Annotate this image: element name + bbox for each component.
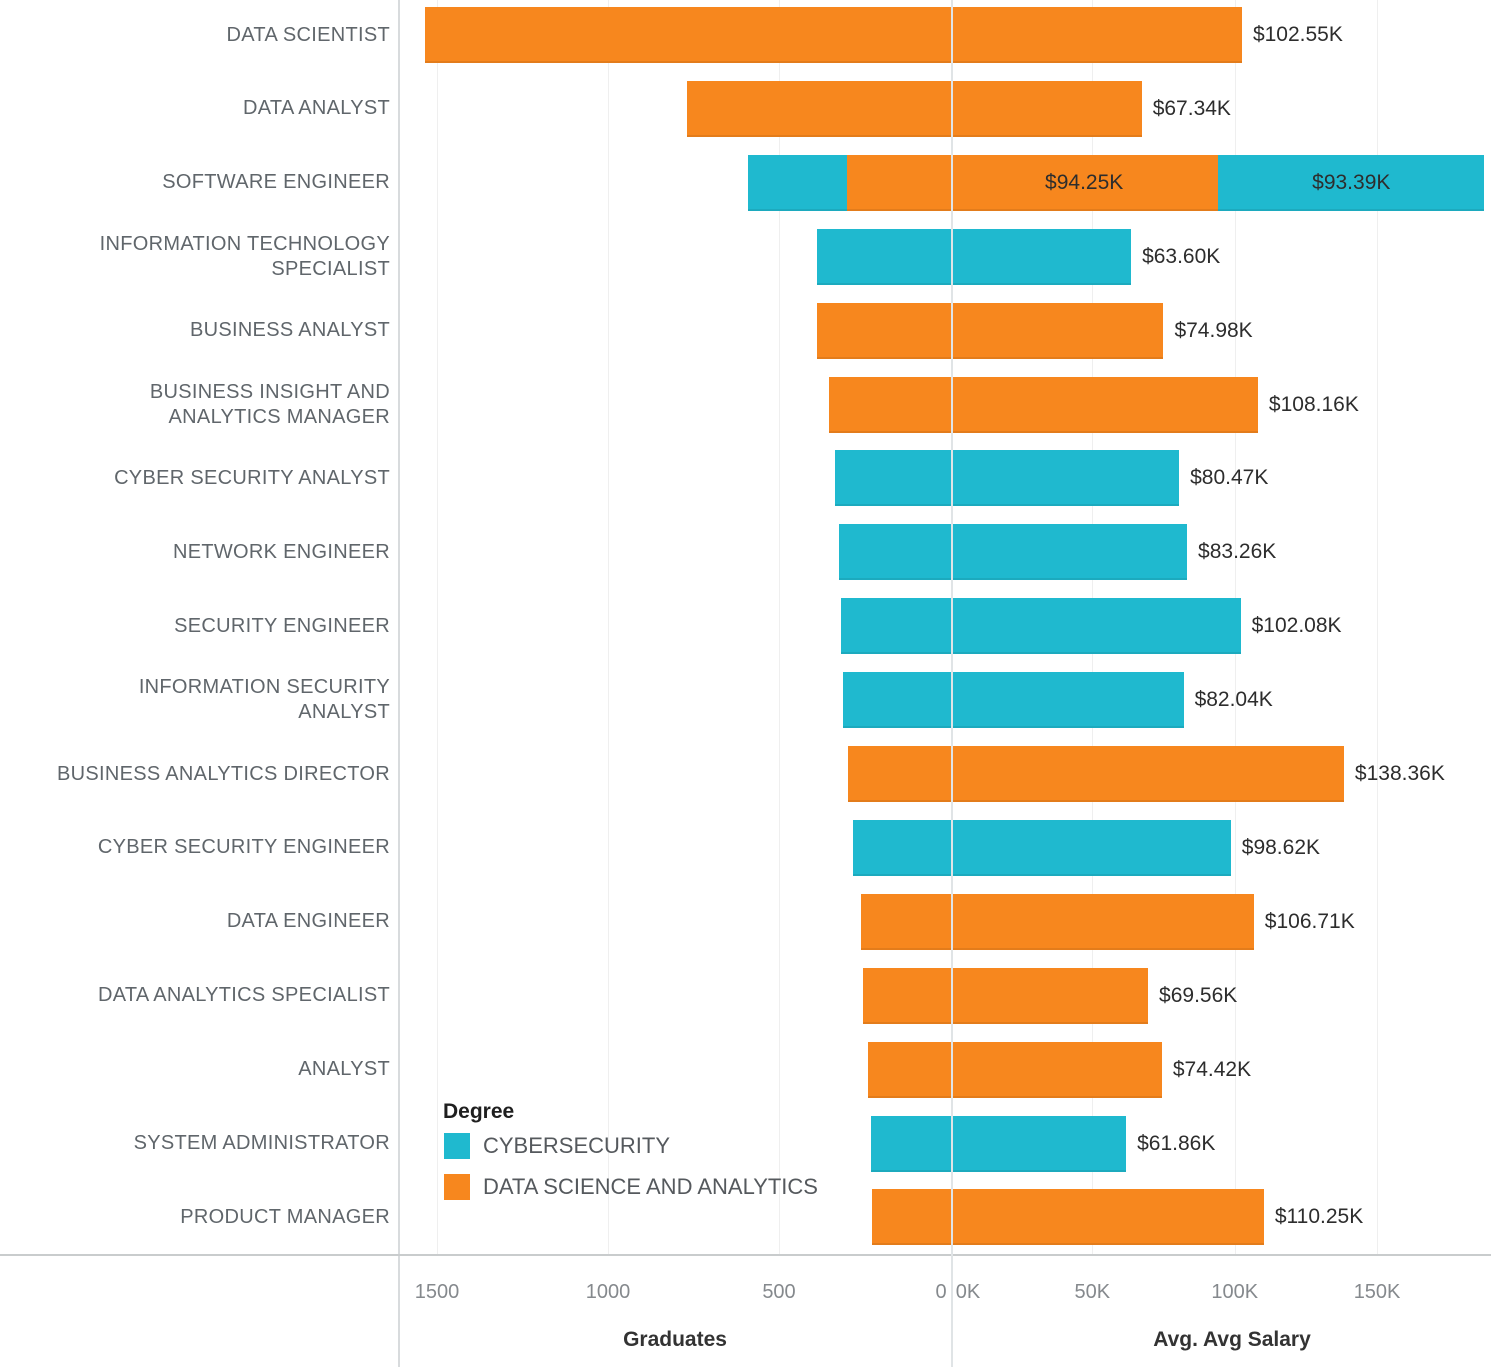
salary-bar-segment[interactable]: [950, 154, 1219, 211]
category-label: BUSINESS ANALYST: [189, 319, 390, 342]
category-label: INFORMATION SECURITY ANALYST: [138, 676, 390, 724]
left-axis-ruler: [398, 0, 400, 1367]
salary-bar-segment[interactable]: [950, 228, 1132, 285]
legend-entry-cybersecurity[interactable]: CYBERSECURITY: [441, 1133, 818, 1159]
category-label: DATA SCIENTIST: [226, 23, 390, 46]
graduates-bar-segment[interactable]: [686, 80, 950, 137]
legend-title: Degree: [443, 1100, 515, 1123]
salary-bar-segment[interactable]: [950, 1041, 1162, 1098]
salary-bar-segment[interactable]: [950, 1115, 1127, 1172]
axis-tick-label: 50K: [1074, 1281, 1111, 1303]
category-label: SECURITY ENGINEER: [174, 614, 390, 637]
legend-entry-data-science-and-analytics[interactable]: DATA SCIENCE AND ANALYTICS: [441, 1174, 818, 1200]
gridline: [437, 0, 438, 1254]
graduates-bar-segment[interactable]: [870, 1115, 950, 1172]
salary-bar-segment[interactable]: [950, 598, 1241, 655]
gridline: [608, 0, 609, 1254]
salary-bar-segment[interactable]: [950, 672, 1184, 729]
right-axis-title: Avg. Avg Salary: [1153, 1328, 1311, 1351]
salary-value-label: $61.86K: [1137, 1131, 1216, 1155]
graduates-bar-segment[interactable]: [816, 302, 950, 359]
bottom-axis-line: [0, 1254, 1491, 1256]
axis-tick-label: 1500: [414, 1281, 460, 1303]
salary-value-label: $80.47K: [1190, 466, 1269, 490]
salary-value-label: $102.08K: [1251, 614, 1342, 638]
salary-value-label: $106.71K: [1264, 909, 1355, 933]
axis-tick-label: 500: [762, 1281, 796, 1303]
graduates-bar-segment[interactable]: [816, 228, 950, 285]
graduates-bar-segment[interactable]: [840, 598, 950, 655]
salary-bar-segment[interactable]: [950, 967, 1149, 1024]
category-label: SOFTWARE ENGINEER: [162, 171, 390, 194]
axis-tick-label: 0K: [955, 1281, 981, 1303]
graduates-bar-segment[interactable]: [842, 672, 950, 729]
left-axis-title: Graduates: [623, 1328, 727, 1351]
center-axis-ruler: [951, 0, 953, 1367]
category-label: BUSINESS ANALYTICS DIRECTOR: [57, 762, 390, 785]
salary-bar-segment[interactable]: [950, 7, 1242, 63]
salary-value-label: $102.55K: [1252, 23, 1343, 46]
graduates-bar-segment[interactable]: [425, 7, 950, 63]
graduates-bar-segment[interactable]: [872, 1189, 950, 1246]
category-label: DATA ANALYTICS SPECIALIST: [97, 984, 390, 1007]
axis-tick-label: 100K: [1211, 1281, 1259, 1303]
salary-value-label: $108.16K: [1268, 392, 1359, 416]
salary-value-label: $110.25K: [1274, 1205, 1364, 1229]
category-label: BUSINESS INSIGHT AND ANALYTICS MANAGER: [149, 380, 390, 428]
category-label: ANALYST: [298, 1058, 390, 1081]
salary-bar-segment[interactable]: [950, 893, 1254, 950]
cybersecurity-color-swatch: [444, 1133, 470, 1159]
legend-entry-label: CYBERSECURITY: [483, 1133, 671, 1158]
salary-bar-segment[interactable]: [950, 1189, 1264, 1246]
gridline: [779, 0, 780, 1254]
salary-value-label: $74.42K: [1172, 1057, 1252, 1081]
salary-value-label: $82.04K: [1194, 688, 1273, 712]
salary-bar-segment[interactable]: [950, 450, 1180, 507]
graduates-bar-segment[interactable]: [835, 450, 950, 507]
salary-value-label: $67.34K: [1152, 96, 1231, 120]
category-label: NETWORK ENGINEER: [172, 540, 390, 563]
graduates-bar-segment[interactable]: [848, 746, 950, 802]
axis-tick-label: 150K: [1353, 1281, 1401, 1303]
salary-value-label: $98.62K: [1241, 835, 1321, 859]
graduates-bar-segment[interactable]: [847, 154, 950, 211]
legend-entry-label: DATA SCIENCE AND ANALYTICS: [483, 1174, 818, 1199]
category-label: DATA ENGINEER: [226, 910, 390, 933]
salary-value-label: $83.26K: [1198, 540, 1277, 564]
axis-tick-label: 0: [935, 1281, 947, 1303]
salary-bar-segment[interactable]: [1218, 154, 1485, 211]
salary-bar-segment[interactable]: [950, 819, 1231, 876]
salary-bar-segment[interactable]: [950, 524, 1188, 581]
graduates-bar-segment[interactable]: [861, 893, 950, 950]
salary-value-label: $74.98K: [1174, 318, 1253, 342]
graduates-bar-segment[interactable]: [863, 967, 950, 1024]
category-label: CYBER SECURITY ANALYST: [114, 466, 390, 489]
axis-tick-label: 1000: [585, 1281, 631, 1303]
category-label: DATA ANALYST: [243, 97, 390, 120]
gridline: [1377, 0, 1379, 1254]
legend: Degree CYBERSECURITY DATA SCIENCE AND AN…: [441, 1100, 818, 1215]
salary-bar-segment[interactable]: [950, 376, 1258, 433]
category-label: INFORMATION TECHNOLOGY SPECIALIST: [99, 232, 390, 280]
data-science-color-swatch: [444, 1174, 470, 1200]
category-label: PRODUCT MANAGER: [180, 1205, 390, 1228]
graduates-bar-segment[interactable]: [748, 154, 848, 211]
salary-value-label: $94.25K: [1045, 170, 1124, 194]
category-label: CYBER SECURITY ENGINEER: [97, 836, 390, 859]
category-label: SYSTEM ADMINISTRATOR: [133, 1132, 390, 1154]
salary-bar-segment[interactable]: [950, 302, 1164, 359]
salary-value-label: $93.39K: [1312, 170, 1391, 194]
graduates-bar-segment[interactable]: [852, 819, 950, 876]
salary-bar-segment[interactable]: [950, 746, 1344, 802]
graduates-bar-segment[interactable]: [867, 1041, 950, 1098]
graduates-bar-segment[interactable]: [828, 376, 950, 433]
salary-value-label: $69.56K: [1159, 983, 1238, 1007]
salary-value-label: $63.60K: [1142, 244, 1221, 268]
graduates-bar-segment[interactable]: [838, 524, 950, 581]
salary-bar-segment[interactable]: [950, 80, 1142, 137]
salary-value-label: $138.36K: [1354, 762, 1445, 785]
